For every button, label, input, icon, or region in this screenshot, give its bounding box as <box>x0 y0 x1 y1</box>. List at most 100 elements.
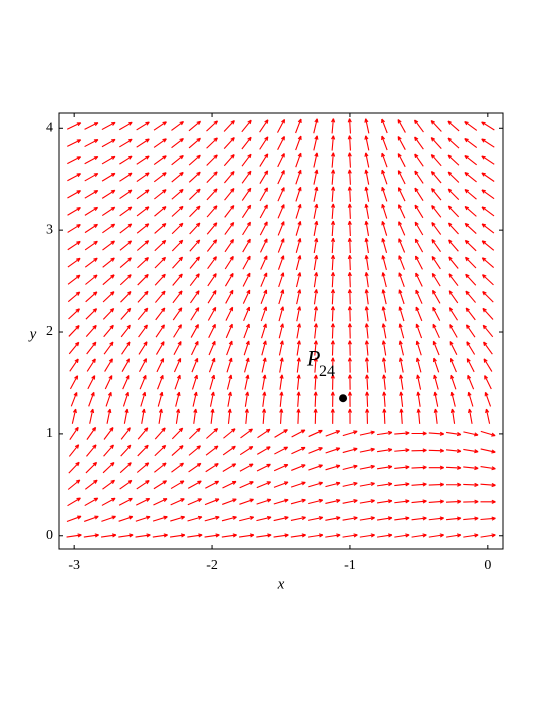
field-arrow <box>359 533 375 538</box>
field-arrow <box>242 289 251 304</box>
x-tick-label: 0 <box>484 558 491 573</box>
field-arrow <box>84 497 99 507</box>
field-arrow <box>397 170 406 185</box>
field-arrow <box>102 223 116 234</box>
field-arrow <box>414 170 424 184</box>
field-arrow <box>399 391 404 407</box>
field-arrow <box>157 374 164 390</box>
field-arrow <box>467 391 474 407</box>
field-arrow <box>224 272 234 287</box>
field-arrow <box>85 291 98 303</box>
field-arrow <box>480 430 496 437</box>
field-arrow <box>101 515 116 522</box>
field-arrow <box>119 155 133 165</box>
field-arrow <box>330 254 336 271</box>
field-arrow <box>394 431 410 436</box>
field-arrow <box>153 138 167 148</box>
field-arrow <box>342 533 358 538</box>
field-arrow <box>173 324 182 338</box>
field-arrow <box>290 481 306 488</box>
field-arrow <box>416 374 422 390</box>
field-arrow <box>192 391 198 407</box>
field-arrow <box>428 499 444 504</box>
field-arrow <box>154 427 166 440</box>
field-arrow <box>241 119 252 133</box>
field-arrow <box>207 290 217 304</box>
field-arrow <box>330 357 335 373</box>
field-arrow <box>342 481 358 487</box>
field-arrow <box>119 462 132 474</box>
field-arrow <box>68 341 80 355</box>
field-arrow <box>204 533 220 538</box>
field-arrow <box>104 375 113 390</box>
field-arrow <box>331 118 336 134</box>
field-arrow <box>67 190 81 199</box>
field-arrow <box>261 408 267 424</box>
field-arrow <box>278 289 285 305</box>
field-arrow <box>481 257 495 269</box>
field-arrow <box>398 238 406 253</box>
field-arrow <box>279 357 284 373</box>
y-tick-label: 1 <box>46 426 53 441</box>
field-arrow <box>278 306 285 322</box>
field-arrow <box>415 306 423 322</box>
field-arrow <box>364 220 370 236</box>
field-arrow <box>67 207 81 216</box>
field-arrow <box>411 533 427 538</box>
field-arrow <box>137 307 149 321</box>
field-arrow <box>331 152 336 168</box>
field-arrow <box>223 154 235 167</box>
field-arrow <box>342 447 358 454</box>
field-arrow <box>313 169 319 185</box>
field-arrow <box>313 186 319 202</box>
field-arrow <box>313 289 319 305</box>
field-arrow <box>68 308 80 320</box>
field-arrow <box>377 516 393 521</box>
field-arrow <box>308 429 323 438</box>
field-arrow <box>277 135 285 151</box>
field-arrow <box>295 255 302 271</box>
field-arrow <box>381 203 388 219</box>
field-arrow <box>239 498 254 505</box>
field-arrow <box>153 480 168 490</box>
field-arrow <box>381 186 388 202</box>
field-arrow <box>347 152 352 168</box>
field-arrow <box>241 153 252 167</box>
field-arrow <box>257 428 271 439</box>
field-arrow <box>86 358 96 372</box>
field-arrow <box>330 340 335 356</box>
field-arrow <box>119 172 133 182</box>
field-arrow <box>364 169 370 185</box>
field-arrow <box>100 533 117 538</box>
field-arrow <box>359 430 375 436</box>
field-arrow <box>330 203 336 219</box>
field-arrow <box>447 120 460 132</box>
field-arrow <box>347 220 352 237</box>
field-arrow <box>480 466 496 471</box>
field-arrow <box>189 273 200 287</box>
field-arrow <box>239 445 254 456</box>
field-arrow <box>189 256 201 269</box>
field-arrow <box>431 255 441 270</box>
field-arrow <box>119 274 132 286</box>
field-arrow <box>152 515 168 522</box>
field-arrow <box>120 444 132 457</box>
field-arrow <box>296 289 302 305</box>
field-arrow <box>101 155 116 165</box>
field-arrow <box>225 289 234 304</box>
field-arrow <box>154 444 167 457</box>
field-arrow <box>463 516 479 521</box>
field-arrow <box>465 324 476 338</box>
field-arrow <box>397 187 406 202</box>
field-arrow <box>325 464 341 471</box>
field-arrow <box>290 533 306 538</box>
field-arrow <box>431 205 442 218</box>
field-arrow <box>279 391 284 407</box>
field-arrow <box>428 533 444 538</box>
field-arrow <box>330 237 336 254</box>
field-arrow <box>347 391 353 407</box>
field-arrow <box>449 324 458 338</box>
field-arrow <box>154 239 167 252</box>
field-arrow <box>331 135 336 151</box>
field-arrow <box>153 498 168 506</box>
